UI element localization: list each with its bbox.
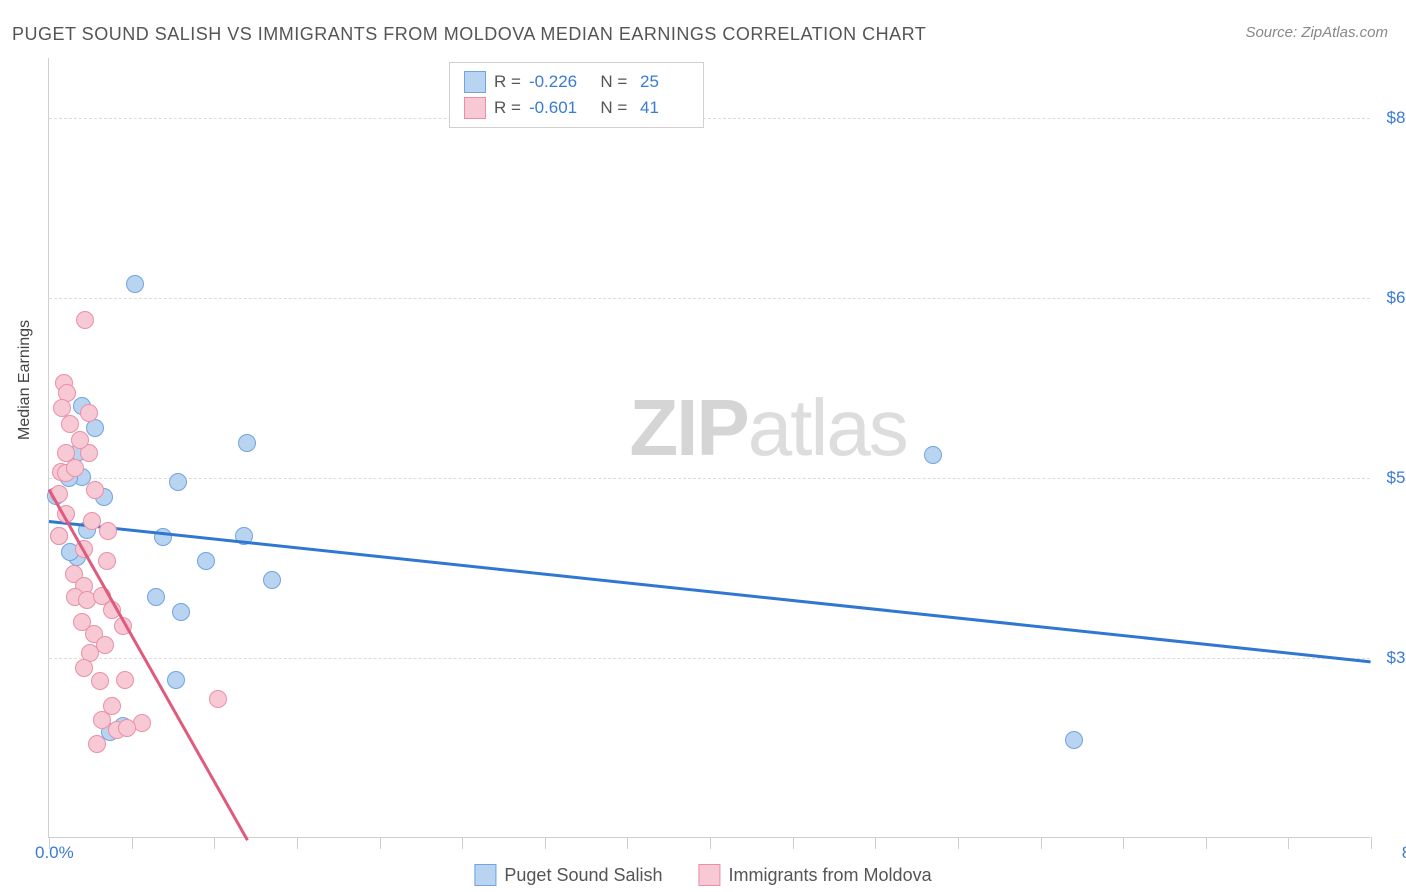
x-tick: [214, 837, 215, 849]
y-tick-label: $50,000: [1378, 468, 1406, 488]
x-tick: [1206, 837, 1207, 849]
r-label: R =: [494, 72, 521, 92]
scatter-point: [80, 404, 98, 422]
x-tick: [49, 837, 50, 849]
scatter-point: [169, 473, 187, 491]
scatter-point: [66, 459, 84, 477]
x-tick: [958, 837, 959, 849]
r-value: -0.226: [529, 72, 583, 92]
scatter-point: [71, 431, 89, 449]
n-label: N =: [591, 98, 627, 118]
x-tick: [297, 837, 298, 849]
x-tick: [462, 837, 463, 849]
correlation-stats-box: R = -0.226 N = 25 R = -0.601 N = 41: [449, 62, 704, 128]
gridline-horizontal: [49, 658, 1370, 659]
x-tick: [1041, 837, 1042, 849]
scatter-point: [116, 671, 134, 689]
legend-item: Immigrants from Moldova: [699, 864, 932, 886]
x-tick: [380, 837, 381, 849]
scatter-point: [167, 671, 185, 689]
scatter-point: [924, 446, 942, 464]
scatter-point: [83, 512, 101, 530]
stats-row: R = -0.226 N = 25: [464, 69, 689, 95]
y-tick-label: $80,000: [1378, 108, 1406, 128]
n-label: N =: [591, 72, 627, 92]
scatter-point: [98, 552, 116, 570]
legend-swatch: [699, 864, 721, 886]
scatter-point: [50, 527, 68, 545]
x-axis-min-label: 0.0%: [35, 843, 74, 863]
scatter-point: [91, 672, 109, 690]
scatter-point: [126, 275, 144, 293]
gridline-horizontal: [49, 298, 1370, 299]
scatter-point: [172, 603, 190, 621]
x-tick: [132, 837, 133, 849]
x-axis-max-label: 80.0%: [1402, 843, 1406, 863]
watermark: ZIPatlas: [629, 382, 906, 474]
legend-item: Puget Sound Salish: [474, 864, 662, 886]
scatter-point: [197, 552, 215, 570]
stats-row: R = -0.601 N = 41: [464, 95, 689, 121]
scatter-point: [147, 588, 165, 606]
x-tick: [1288, 837, 1289, 849]
x-tick: [627, 837, 628, 849]
watermark-bold: ZIP: [629, 383, 747, 472]
x-tick: [793, 837, 794, 849]
legend-label: Puget Sound Salish: [504, 865, 662, 886]
legend-label: Immigrants from Moldova: [729, 865, 932, 886]
legend-swatch: [474, 864, 496, 886]
scatter-point: [1065, 731, 1083, 749]
scatter-point: [263, 571, 281, 589]
x-tick: [710, 837, 711, 849]
scatter-point: [75, 659, 93, 677]
r-label: R =: [494, 98, 521, 118]
r-value: -0.601: [529, 98, 583, 118]
series-swatch: [464, 71, 486, 93]
source-attribution: Source: ZipAtlas.com: [1245, 24, 1388, 41]
trend-line: [49, 520, 1371, 663]
y-tick-label: $65,000: [1378, 288, 1406, 308]
x-tick: [545, 837, 546, 849]
scatter-point: [99, 522, 117, 540]
scatter-point: [209, 690, 227, 708]
scatter-point: [86, 481, 104, 499]
scatter-point: [76, 311, 94, 329]
series-legend: Puget Sound Salish Immigrants from Moldov…: [474, 864, 931, 886]
gridline-horizontal: [49, 478, 1370, 479]
gridline-horizontal: [49, 118, 1370, 119]
n-value: 41: [635, 98, 689, 118]
watermark-light: atlas: [748, 383, 907, 472]
x-tick: [1371, 837, 1372, 849]
x-tick: [875, 837, 876, 849]
y-tick-label: $35,000: [1378, 648, 1406, 668]
scatter-point: [118, 719, 136, 737]
scatter-point: [53, 399, 71, 417]
scatter-point: [88, 735, 106, 753]
chart-title: PUGET SOUND SALISH VS IMMIGRANTS FROM MO…: [12, 24, 926, 45]
series-swatch: [464, 97, 486, 119]
scatter-point: [238, 434, 256, 452]
scatter-plot-area: ZIPatlas 0.0% 80.0% $35,000$50,000$65,00…: [48, 58, 1370, 838]
n-value: 25: [635, 72, 689, 92]
y-axis-label: Median Earnings: [16, 320, 34, 440]
x-tick: [1123, 837, 1124, 849]
